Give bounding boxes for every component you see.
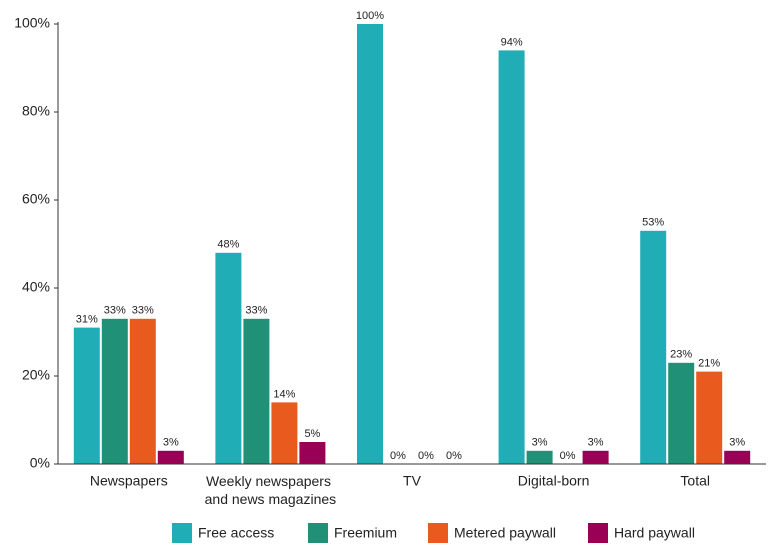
value-label: 14% (273, 388, 295, 400)
value-label: 53% (642, 217, 664, 229)
bar (668, 362, 695, 464)
value-label: 5% (304, 428, 320, 440)
value-label: 3% (163, 437, 179, 449)
y-tick-label: 20% (22, 367, 50, 383)
value-label: 3% (588, 437, 604, 449)
bar (582, 450, 609, 464)
value-label: 33% (132, 305, 154, 317)
value-label: 31% (76, 314, 98, 326)
value-label: 3% (729, 437, 745, 449)
legend-swatch (428, 523, 448, 543)
x-tick-label: Total (680, 473, 710, 489)
bar (299, 442, 326, 464)
legend-swatch (172, 523, 192, 543)
value-label: 100% (356, 10, 384, 22)
bar (724, 450, 751, 464)
bar (73, 327, 100, 464)
x-tick-label: TV (403, 473, 422, 489)
value-label: 33% (104, 305, 126, 317)
x-tick-label: Digital-born (518, 473, 590, 489)
value-label: 0% (560, 450, 576, 462)
value-label: 21% (698, 358, 720, 370)
value-label: 0% (446, 450, 462, 462)
bar (498, 50, 525, 465)
legend-swatch (308, 523, 328, 543)
bar (243, 318, 270, 464)
bar (129, 318, 156, 464)
y-tick-label: 100% (14, 15, 50, 31)
y-tick-label: 0% (30, 455, 50, 471)
x-tick-label: Newspapers (90, 473, 168, 489)
value-label: 3% (532, 437, 548, 449)
bar (640, 230, 667, 464)
legend-label: Hard paywall (614, 525, 695, 541)
y-tick-label: 40% (22, 279, 50, 295)
bar (157, 450, 184, 464)
value-label: 48% (217, 239, 239, 251)
value-label: 0% (418, 450, 434, 462)
value-label: 0% (390, 450, 406, 462)
legend-swatch (588, 523, 608, 543)
bar (215, 252, 242, 464)
bar (271, 402, 298, 464)
y-tick-label: 80% (22, 103, 50, 119)
bar (101, 318, 128, 464)
bar (696, 371, 723, 464)
value-label: 23% (670, 349, 692, 361)
legend-label: Metered paywall (454, 525, 556, 541)
bar (357, 24, 383, 464)
bar (526, 450, 553, 464)
legend-label: Free access (198, 525, 274, 541)
value-label: 94% (501, 36, 523, 48)
x-tick-label: Weekly newspapers and news magazines (205, 473, 337, 507)
value-label: 33% (245, 305, 267, 317)
legend-label: Freemium (334, 525, 397, 541)
y-tick-label: 60% (22, 191, 50, 207)
